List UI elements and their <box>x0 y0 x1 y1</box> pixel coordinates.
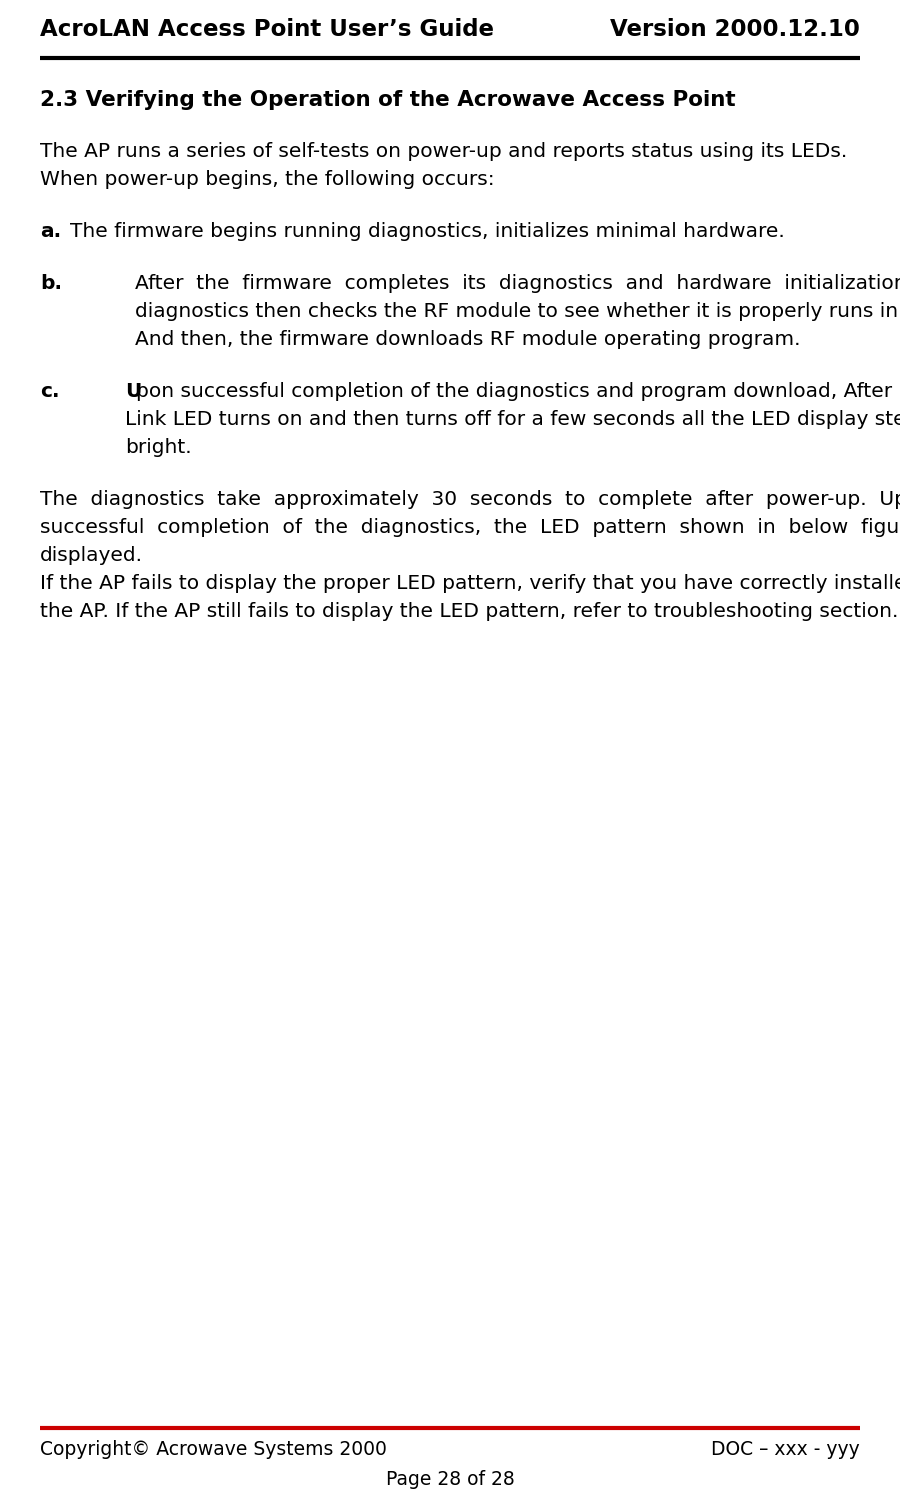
Text: When power-up begins, the following occurs:: When power-up begins, the following occu… <box>40 171 495 189</box>
Text: diagnostics then checks the RF module to see whether it is properly runs in the : diagnostics then checks the RF module to… <box>135 302 900 320</box>
Text: the AP. If the AP still fails to display the LED pattern, refer to troubleshooti: the AP. If the AP still fails to display… <box>40 602 898 621</box>
Text: AcroLAN Access Point User’s Guide: AcroLAN Access Point User’s Guide <box>40 18 494 40</box>
Text: The AP runs a series of self-tests on power-up and reports status using its LEDs: The AP runs a series of self-tests on po… <box>40 142 847 162</box>
Text: displayed.: displayed. <box>40 546 143 564</box>
Text: DOC – xxx - yyy: DOC – xxx - yyy <box>711 1440 860 1460</box>
Text: a.: a. <box>40 222 61 241</box>
Text: The  diagnostics  take  approximately  30  seconds  to  complete  after  power-u: The diagnostics take approximately 30 se… <box>40 490 900 509</box>
Text: 2.3 Verifying the Operation of the Acrowave Access Point: 2.3 Verifying the Operation of the Acrow… <box>40 90 735 109</box>
Text: b.: b. <box>40 274 62 293</box>
Text: pon successful completion of the diagnostics and program download, After Radio: pon successful completion of the diagnos… <box>136 382 900 401</box>
Text: Version 2000.12.10: Version 2000.12.10 <box>610 18 860 40</box>
Text: c.: c. <box>40 382 59 401</box>
Text: U: U <box>125 382 141 401</box>
Text: The firmware begins running diagnostics, initializes minimal hardware.: The firmware begins running diagnostics,… <box>70 222 785 241</box>
Text: If the AP fails to display the proper LED pattern, verify that you have correctl: If the AP fails to display the proper LE… <box>40 573 900 593</box>
Text: successful  completion  of  the  diagnostics,  the  LED  pattern  shown  in  bel: successful completion of the diagnostics… <box>40 518 900 537</box>
Text: And then, the firmware downloads RF module operating program.: And then, the firmware downloads RF modu… <box>135 329 800 349</box>
Text: After  the  firmware  completes  its  diagnostics  and  hardware  initialization: After the firmware completes its diagnos… <box>135 274 900 293</box>
Text: bright.: bright. <box>125 439 192 457</box>
Text: Link LED turns on and then turns off for a few seconds all the LED display stead: Link LED turns on and then turns off for… <box>125 410 900 430</box>
Text: Page 28 of 28: Page 28 of 28 <box>385 1470 515 1490</box>
Text: Copyright© Acrowave Systems 2000: Copyright© Acrowave Systems 2000 <box>40 1440 387 1460</box>
